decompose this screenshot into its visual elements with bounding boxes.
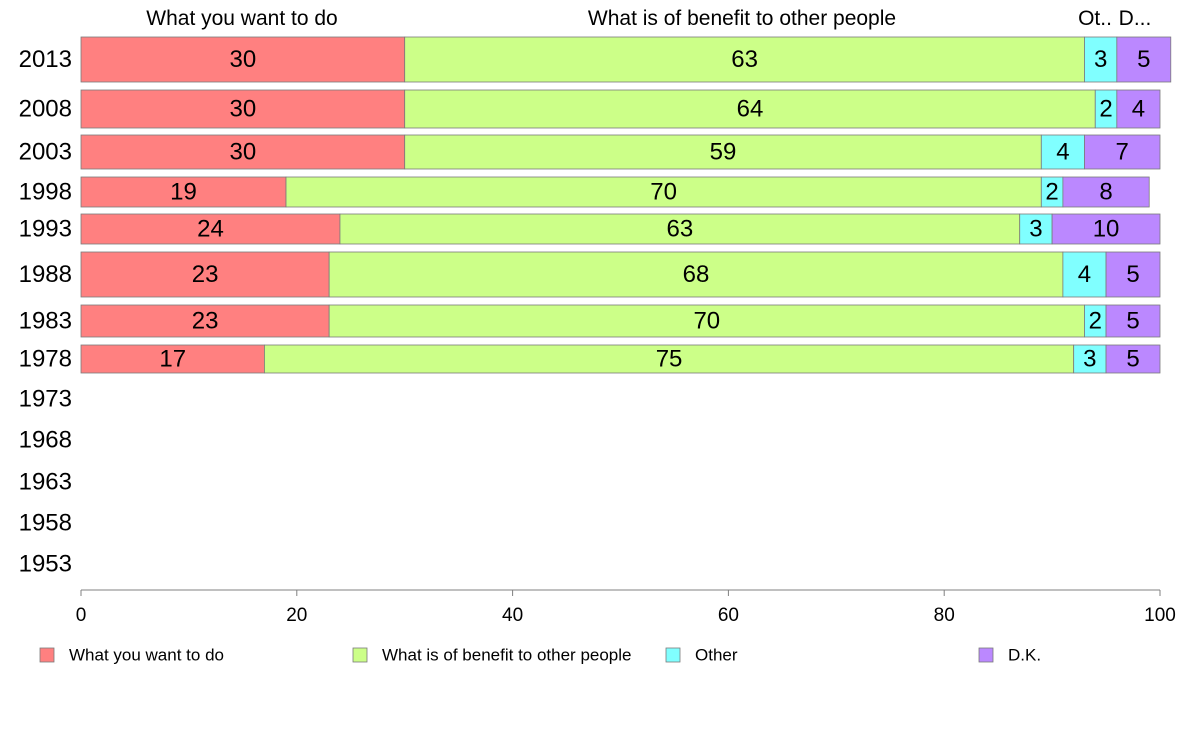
- bar-segment: [1105, 251, 1161, 298]
- data-label: 64: [737, 96, 764, 123]
- legend-label: What you want to do: [69, 646, 224, 665]
- data-label: 8: [1099, 179, 1112, 206]
- data-label: 4: [1056, 139, 1069, 166]
- legend-swatch: [665, 647, 681, 663]
- data-label: 68: [683, 261, 710, 288]
- data-label: 2: [1099, 96, 1112, 123]
- data-label: 7: [1116, 139, 1129, 166]
- data-label: 24: [197, 216, 224, 243]
- bar-segment: [1051, 213, 1161, 245]
- bar-segment: [1062, 176, 1150, 208]
- legend-swatch: [978, 647, 994, 663]
- data-label: 23: [192, 308, 219, 335]
- legend-label: What is of benefit to other people: [382, 646, 632, 665]
- series-header-2: Ot..: [1078, 7, 1112, 30]
- bar-segment: [1040, 134, 1085, 170]
- bar-segment: [404, 36, 1085, 83]
- x-axis: 0 20 40 60 80 100: [76, 589, 1176, 626]
- bar-segment: [80, 344, 265, 374]
- y-tick-label: 1963: [19, 469, 72, 496]
- data-label: 19: [170, 179, 197, 206]
- bar-segment: [264, 344, 1075, 374]
- data-label: 5: [1137, 46, 1150, 73]
- bar-segment: [1062, 251, 1107, 298]
- data-label: 30: [229, 139, 256, 166]
- y-tick-label: 2013: [19, 46, 72, 73]
- y-tick-label: 1983: [19, 308, 72, 335]
- bar-segment: [404, 89, 1096, 129]
- y-tick-label: 2008: [19, 96, 72, 123]
- data-label: 5: [1126, 261, 1139, 288]
- bar-segment: [1019, 213, 1053, 245]
- legend-swatch: [352, 647, 368, 663]
- bar-segment: [1105, 344, 1161, 374]
- x-tick-label: 100: [1144, 605, 1176, 626]
- data-label: 3: [1083, 346, 1096, 373]
- data-label: 30: [229, 46, 256, 73]
- data-label: 10: [1093, 216, 1120, 243]
- series-header-1: What is of benefit to other people: [588, 7, 896, 30]
- x-tick-label: 80: [934, 605, 955, 626]
- data-label: 17: [159, 346, 186, 373]
- data-label: 70: [650, 179, 677, 206]
- y-tick-label: 1968: [19, 427, 72, 454]
- data-label: 23: [192, 261, 219, 288]
- bar-segment: [1084, 36, 1118, 83]
- bar-segment: [80, 36, 406, 83]
- bar-segment: [80, 134, 406, 170]
- data-label: 3: [1094, 46, 1107, 73]
- bar-segment: [1073, 344, 1107, 374]
- y-tick-label: 1958: [19, 510, 72, 537]
- x-tick-label: 20: [286, 605, 307, 626]
- data-label: 4: [1132, 96, 1145, 123]
- x-tick-label: 0: [76, 605, 87, 626]
- data-label: 63: [731, 46, 758, 73]
- bar-segment: [1116, 36, 1172, 83]
- bar-segment: [1116, 89, 1161, 129]
- bar-segment: [328, 304, 1085, 338]
- x-tick-label: 60: [718, 605, 739, 626]
- data-label: 30: [229, 96, 256, 123]
- bar-segment: [80, 89, 406, 129]
- bar-segment: [404, 134, 1042, 170]
- y-tick-label: 1953: [19, 551, 72, 578]
- data-label: 63: [666, 216, 693, 243]
- legend-swatch: [39, 647, 55, 663]
- data-label: 2: [1089, 308, 1102, 335]
- data-label: 4: [1078, 261, 1091, 288]
- legend-label: D.K.: [1008, 646, 1041, 665]
- series-header-0: What you want to do: [146, 7, 337, 30]
- y-axis-labels: 2013 2008 2003 1998 1993 1988 1983 1978 1973 1968…: [19, 46, 72, 578]
- data-label: 3: [1029, 216, 1042, 243]
- data-label: 5: [1126, 346, 1139, 373]
- series-header-3: D...: [1119, 7, 1152, 30]
- bar-segment: [1105, 304, 1161, 338]
- bar-segment: [1084, 134, 1161, 170]
- y-tick-label: 1998: [19, 179, 72, 206]
- legend-label: Other: [695, 646, 738, 665]
- series-headers: What you want to do What is of benefit to…: [146, 7, 1151, 30]
- data-label: 2: [1045, 179, 1058, 206]
- bar-segment: [80, 176, 287, 208]
- y-tick-label: 1978: [19, 346, 72, 373]
- bar-segment: [328, 251, 1064, 298]
- y-tick-label: 1993: [19, 216, 72, 243]
- y-tick-label: 1988: [19, 261, 72, 288]
- x-tick-label: 40: [502, 605, 523, 626]
- y-tick-label: 2003: [19, 139, 72, 166]
- legend: What you want to do What is of benefit to…: [39, 646, 1041, 665]
- y-tick-label: 1973: [19, 386, 72, 413]
- data-label: 70: [693, 308, 720, 335]
- bar-segment: [285, 176, 1042, 208]
- bar-segment: [80, 304, 330, 338]
- data-label: 75: [656, 346, 683, 373]
- data-label: 5: [1126, 308, 1139, 335]
- data-label: 59: [710, 139, 737, 166]
